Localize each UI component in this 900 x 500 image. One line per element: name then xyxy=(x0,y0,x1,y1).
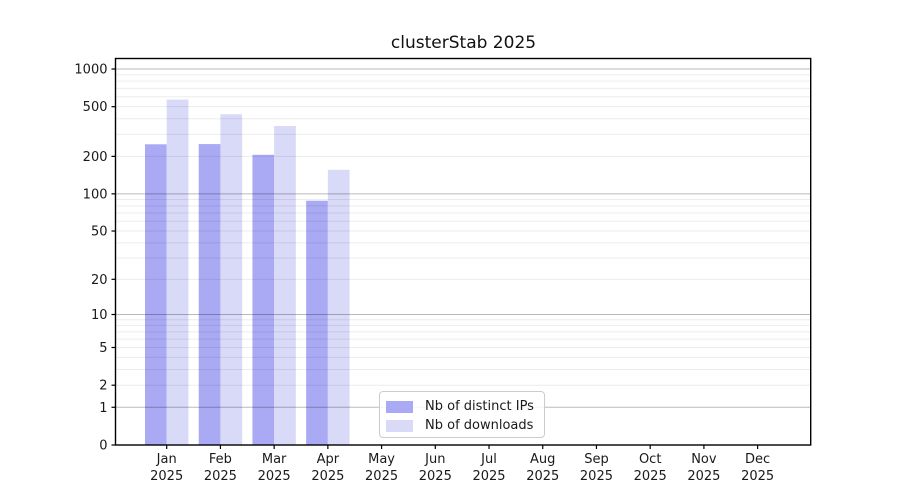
y-tick-label: 1 xyxy=(99,401,107,416)
x-tick-label-year: 2025 xyxy=(687,469,720,484)
x-tick-label-month: Aug xyxy=(530,452,555,467)
y-tick-label: 200 xyxy=(83,150,108,165)
bar-mar-ips xyxy=(252,154,275,445)
legend-swatch-distinct-ips xyxy=(386,400,413,413)
legend-item-distinct-ips: Nb of distinct IPs xyxy=(386,397,538,416)
x-tick-label-month: Apr xyxy=(317,452,340,467)
x-tick-label-month: Dec xyxy=(745,452,770,467)
y-tick-label: 10 xyxy=(91,308,108,323)
x-tick-label-year: 2025 xyxy=(204,469,237,484)
y-tick-label: 20 xyxy=(91,273,108,288)
x-tick-label-month: May xyxy=(368,452,395,467)
bar-feb-ips xyxy=(198,144,221,445)
y-tick-label: 500 xyxy=(83,100,108,115)
x-tick-label-month: Jul xyxy=(480,452,497,467)
x-tick-label-year: 2025 xyxy=(472,469,505,484)
bar-apr-ips xyxy=(306,200,328,445)
x-tick-label-month: Jan xyxy=(156,452,177,467)
legend-label-distinct-ips: Nb of distinct IPs xyxy=(425,399,534,414)
legend-label-downloads: Nb of downloads xyxy=(425,418,534,433)
x-tick-label-year: 2025 xyxy=(258,469,291,484)
x-tick-label-year: 2025 xyxy=(419,469,452,484)
y-tick-label: 50 xyxy=(91,225,108,240)
bar-apr-downloads xyxy=(327,169,350,445)
y-tick-label: 100 xyxy=(83,187,108,202)
y-tick-label: 5 xyxy=(99,341,107,356)
x-tick-label-year: 2025 xyxy=(311,469,344,484)
x-tick-label-year: 2025 xyxy=(526,469,559,484)
y-tick-label: 2 xyxy=(99,379,107,394)
x-tick-label-year: 2025 xyxy=(741,469,774,484)
y-tick-label: 1000 xyxy=(74,63,107,78)
legend-item-downloads: Nb of downloads xyxy=(386,416,538,435)
x-tick-label-year: 2025 xyxy=(634,469,667,484)
x-tick-label-month: Nov xyxy=(691,452,717,467)
x-tick-label-month: Oct xyxy=(639,452,661,467)
plot-border xyxy=(114,57,812,446)
x-tick-label-month: Mar xyxy=(262,452,287,467)
x-tick-label-month: Sep xyxy=(584,452,609,467)
bar-feb-downloads xyxy=(220,114,243,446)
x-axis: Jan 2025 Feb 2025 Mar 2025 Apr 2025 May 2025 Jun 20… xyxy=(150,445,774,484)
bar-jan-ips xyxy=(145,144,167,446)
x-tick-label-month: Feb xyxy=(209,452,232,467)
bars-group xyxy=(145,99,350,446)
x-tick-label-year: 2025 xyxy=(365,469,398,484)
x-tick-label-year: 2025 xyxy=(150,469,183,484)
legend-swatch-downloads xyxy=(386,419,413,432)
chart-title: clusterStab 2025 xyxy=(390,33,537,53)
x-tick-label-month: Jun xyxy=(424,452,445,467)
bar-jan-downloads xyxy=(166,99,189,446)
x-tick-label-year: 2025 xyxy=(580,469,613,484)
legend: Nb of distinct IPs Nb of downloads xyxy=(379,391,545,438)
bar-mar-downloads xyxy=(274,126,296,446)
y-tick-label: 0 xyxy=(99,439,107,454)
